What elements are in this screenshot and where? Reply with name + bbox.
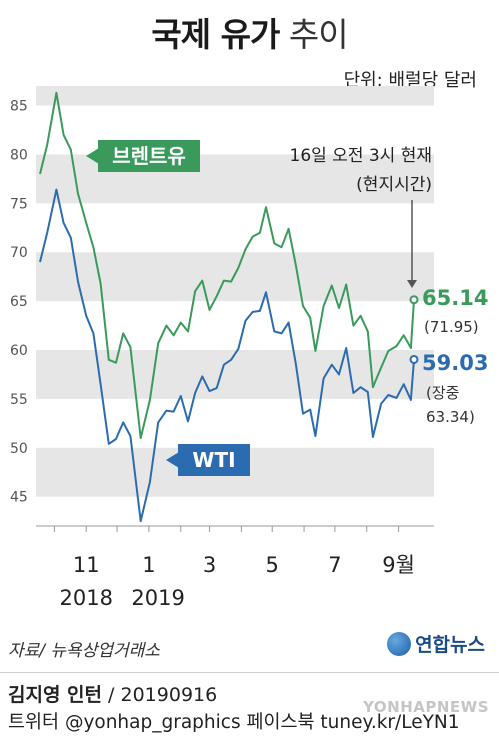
wti-tag: WTI <box>166 444 250 476</box>
credit-name: 김지영 인턴 <box>8 684 103 706</box>
yonhap-logo-icon <box>387 631 412 656</box>
y-tick-60: 60 <box>10 343 28 359</box>
wti-last-note-2: 63.34) <box>426 408 475 426</box>
y-tick-65: 65 <box>10 294 28 310</box>
x-year-label: 2018 <box>60 586 113 610</box>
wti-last-note-1: (장중 <box>426 384 459 402</box>
wti-last-value: 59.03 <box>422 351 488 375</box>
series-line-1 <box>39 188 415 523</box>
series-end-point-1 <box>409 354 419 364</box>
x-year-label: 2019 <box>131 586 184 610</box>
x-month-label: 5 <box>266 553 279 577</box>
x-month-label: 7 <box>328 553 341 577</box>
brent-tag: 브렌트유 <box>86 140 200 172</box>
band-55 <box>36 350 434 399</box>
brent-tag-text: 브렌트유 <box>112 144 186 168</box>
note-line-2: (현지시간) <box>356 175 432 195</box>
credit-line: 김지영 인턴 / 20190916 <box>8 680 217 707</box>
series-line-0 <box>39 91 415 439</box>
x-month-label: 3 <box>203 553 216 577</box>
note-line-1: 16일 오전 3시 현재 <box>290 146 433 166</box>
page-title: 국제 유가 추이 <box>0 8 499 56</box>
x-month-label: 9월 <box>382 553 415 577</box>
wti-tag-pointer <box>166 452 179 468</box>
footer-divider <box>0 672 499 673</box>
y-tick-80: 80 <box>10 147 28 163</box>
y-axis-ticks: 45 50 55 60 65 70 75 80 85 <box>10 99 28 506</box>
unit-label: 단위: 배럴당 달러 <box>343 70 477 91</box>
x-month-label: 11 <box>73 553 100 577</box>
y-tick-70: 70 <box>10 245 28 261</box>
note-arrow-head <box>407 280 417 288</box>
source-note: 자료/ 뉴욕상업거래소 <box>8 641 160 661</box>
series-labels: 브렌트유 WTI 16일 오전 3시 현재 (현지시간) 65.14 (71.95) 59.… <box>86 140 488 476</box>
y-tick-85: 85 <box>10 99 28 115</box>
y-tick-45: 45 <box>10 490 28 506</box>
yonhap-logo: 연합뉴스 <box>387 630 485 657</box>
brent-tag-box <box>98 140 200 172</box>
y-tick-55: 55 <box>10 392 28 408</box>
wti-tag-text: WTI <box>192 448 235 472</box>
brent-tag-pointer <box>86 148 99 164</box>
wti-tag-box <box>178 444 250 476</box>
band-85 <box>36 86 434 106</box>
social-line: 트위터 @yonhap_graphics 페이스북 tuney.kr/LeYN1 <box>8 712 460 733</box>
x-month-label: 1 <box>142 553 155 577</box>
watermark: YONHAPNEWS <box>363 698 489 716</box>
title-sub: 추이 <box>288 15 349 54</box>
series-end-point-0 <box>409 295 419 305</box>
y-tick-50: 50 <box>10 441 28 457</box>
title-main: 국제 유가 <box>151 15 280 54</box>
brent-last-value: 65.14 <box>422 286 488 310</box>
y-tick-75: 75 <box>10 196 28 212</box>
brent-last-note: (71.95) <box>424 318 479 336</box>
logo-text: 연합뉴스 <box>415 634 485 656</box>
credit-date: / 20190916 <box>102 684 218 706</box>
series-lines <box>39 91 419 523</box>
